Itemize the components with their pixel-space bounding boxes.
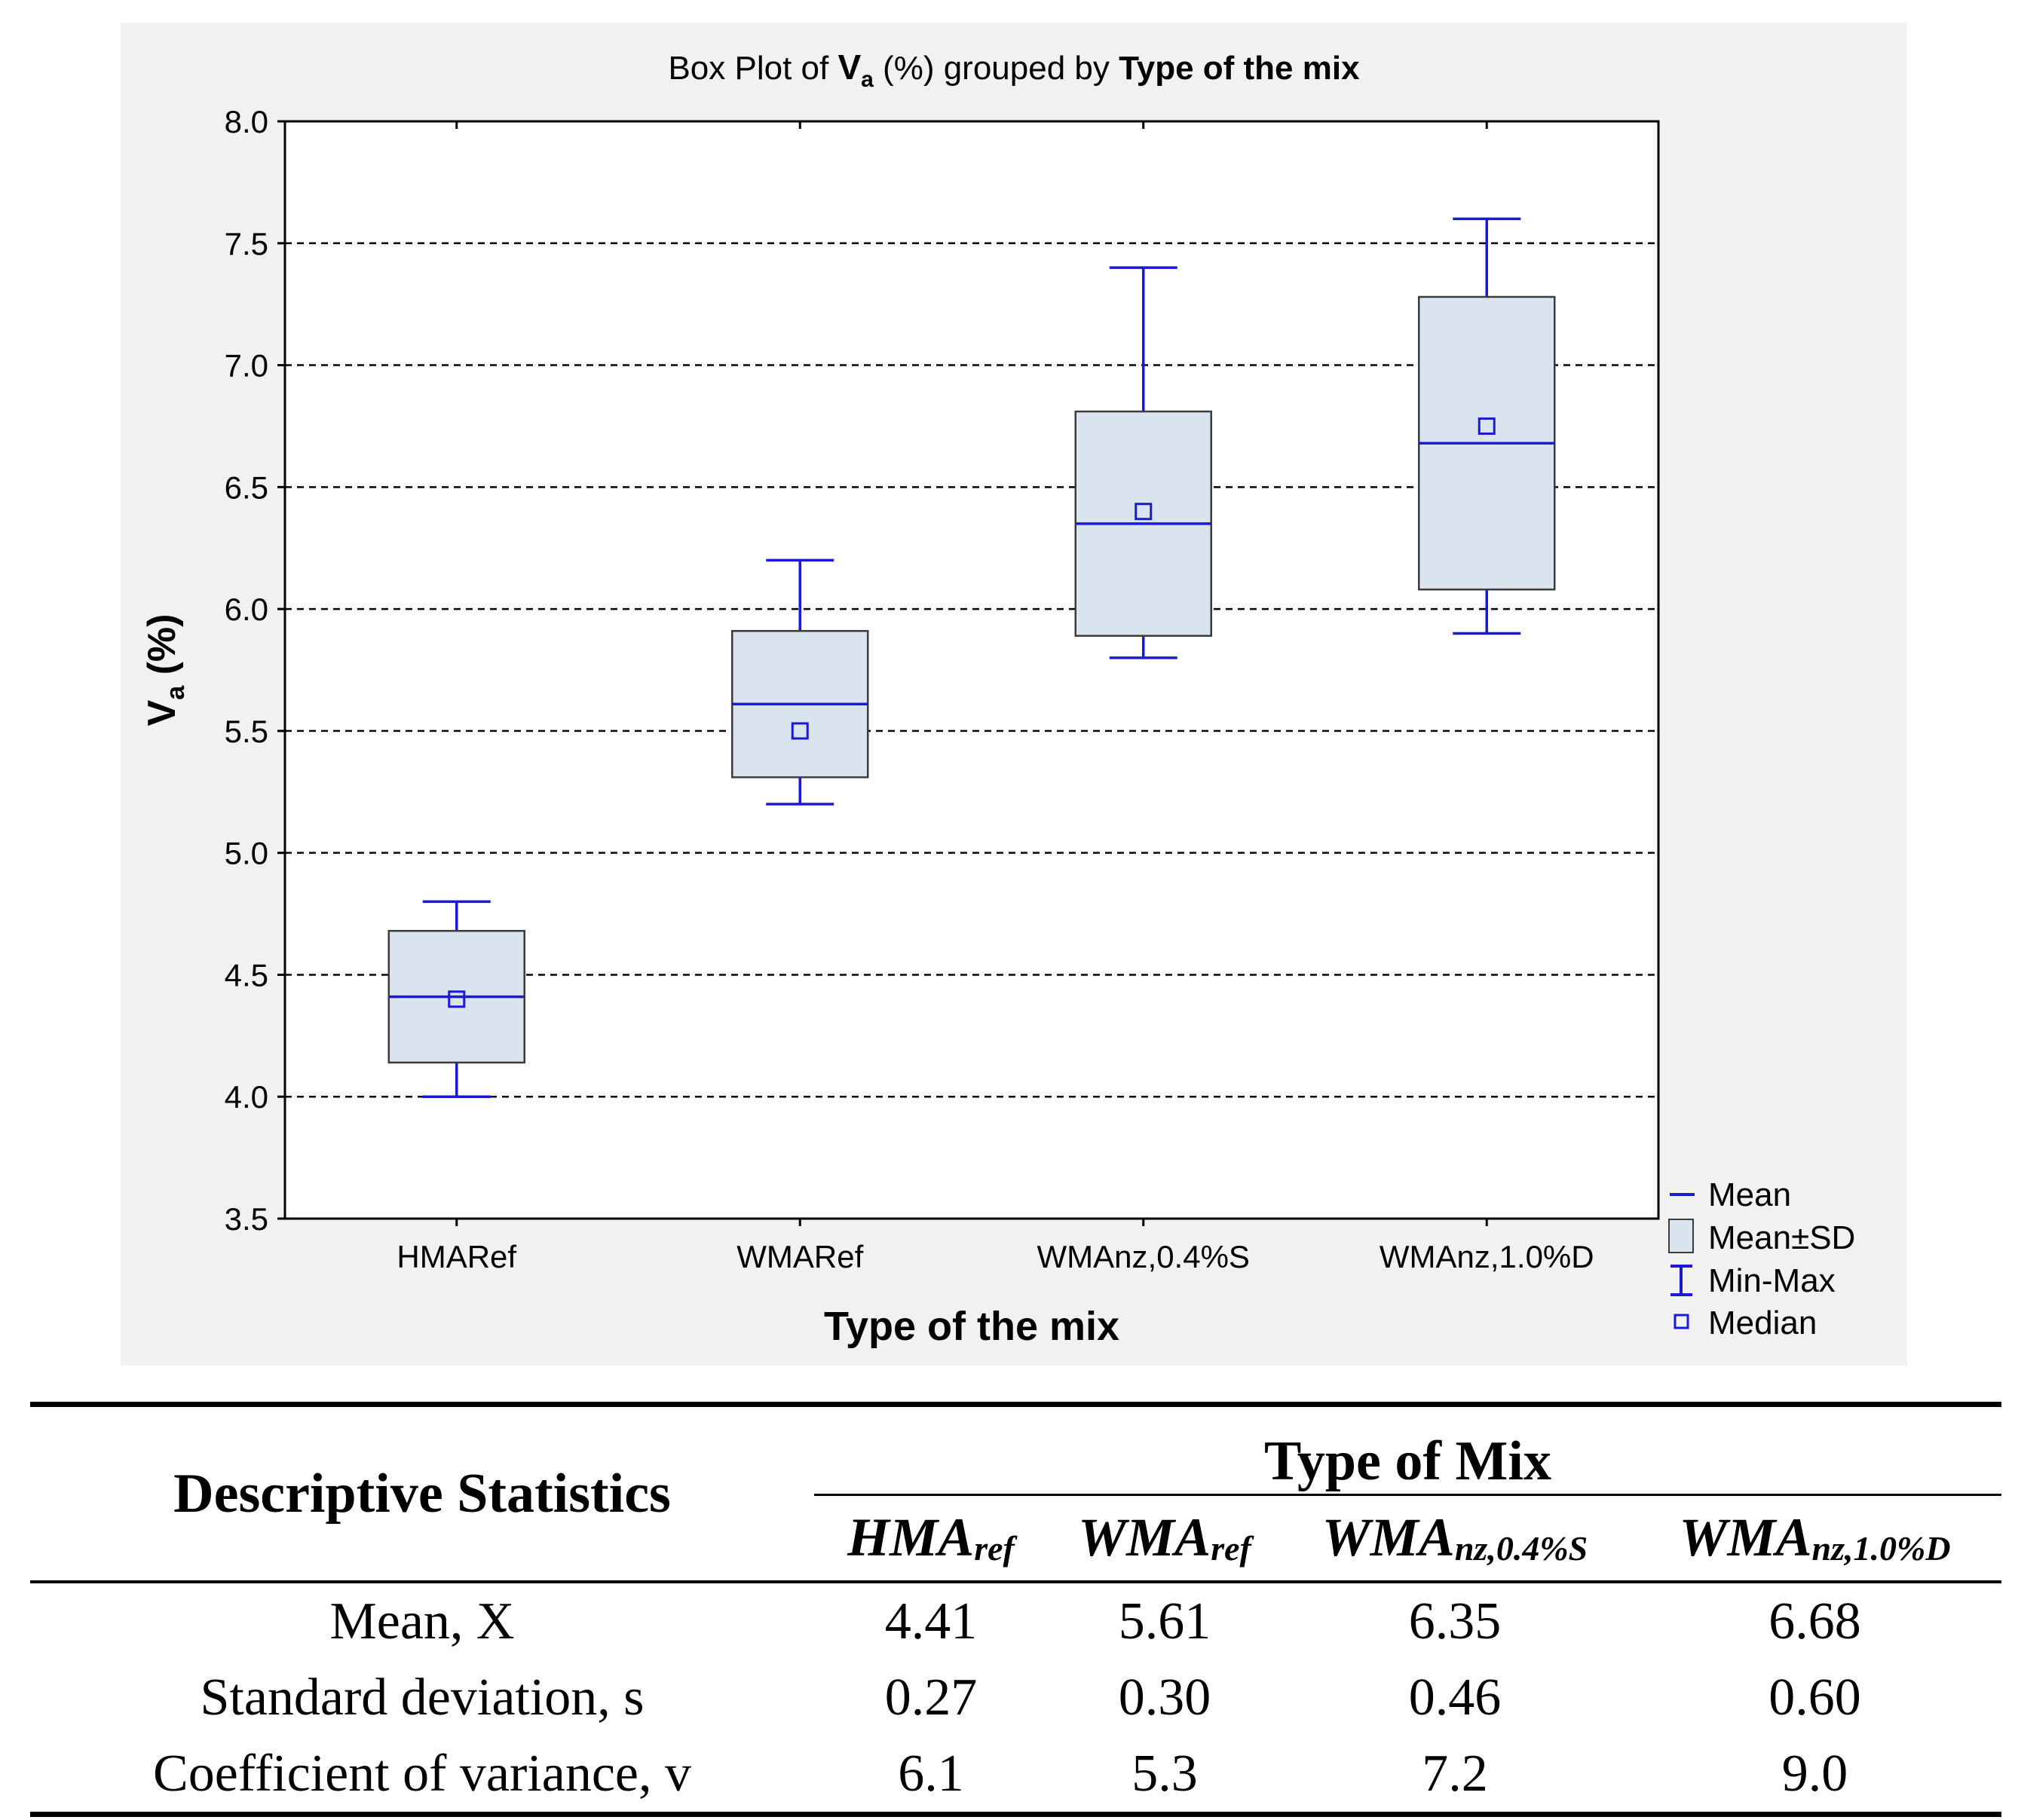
box-group (387, 900, 525, 1098)
x-axis-ticks: HMARef WMARef WMAnz,0.4%S WMAnz,1.0%D (397, 121, 1594, 1274)
table-cell: 0.60 (1768, 1668, 1861, 1727)
y-tick-label: 4.0 (225, 1079, 268, 1115)
median-marker (1478, 417, 1496, 435)
chart-title: Box Plot of Va (%) grouped by Type of th… (668, 47, 1360, 92)
table-cell: 6.68 (1628, 1580, 2001, 1659)
table-cell: 0.46 (1408, 1668, 1502, 1727)
box-group (1074, 266, 1212, 659)
legend-minmax-label: Min-Max (1708, 1262, 1836, 1299)
column-header-main: WMA (1321, 1507, 1455, 1568)
column-header-sub: nz,1.0%D (1811, 1529, 1951, 1568)
median-marker (448, 990, 466, 1008)
table-cell: 9.0 (1628, 1736, 2001, 1817)
legend-median-swatch (1674, 1314, 1689, 1329)
legend-median-label: Median (1708, 1305, 1817, 1341)
table-cell: 0.27 (884, 1668, 978, 1727)
y-tick-label: 4.5 (225, 957, 268, 993)
x-tick-label: HMARef (397, 1239, 516, 1274)
box-group (731, 558, 869, 806)
column-header-main: WMA (1078, 1507, 1211, 1568)
column-header-main: WMA (1679, 1507, 1812, 1568)
legend-sd-label: Mean±SD (1708, 1219, 1855, 1256)
x-tick-label: WMAnz,0.4%S (1037, 1239, 1250, 1274)
column-header-sub: ref (1211, 1529, 1251, 1568)
table-cell: 0.30 (1118, 1668, 1211, 1727)
x-tick-label: WMARef (736, 1239, 863, 1274)
group-header: Type of Mix (814, 1402, 2001, 1495)
row-label: Mean, X (30, 1580, 814, 1659)
y-tick-label: 6.0 (225, 592, 268, 627)
x-tick-label: WMAnz,1.0%D (1380, 1239, 1594, 1274)
box-plot-chart: Box Plot of Va (%) grouped by Type of th… (121, 23, 1907, 1366)
legend-mean-label: Mean (1708, 1176, 1791, 1213)
y-axis-label: Va (%) (140, 614, 190, 726)
column-header-main: HMA (847, 1507, 975, 1568)
y-tick-label: 5.0 (225, 836, 268, 871)
table-row: Standard deviation, s 0.27 0.30 0.46 0.6… (30, 1659, 2001, 1736)
legend-sd-swatch (1668, 1219, 1694, 1253)
column-header: WMAref (1048, 1493, 1282, 1582)
median-marker (791, 722, 809, 740)
chart-legend: Mean Mean±SD Min-Max Median (1668, 1176, 1855, 1341)
stub-header: Descriptive Statistics (30, 1402, 814, 1582)
legend-minmax-swatch (1670, 1265, 1692, 1296)
y-tick-label: 3.5 (225, 1201, 268, 1237)
table-cell: 5.61 (1048, 1580, 1282, 1659)
box-series (387, 217, 1556, 1098)
y-tick-label: 7.5 (225, 226, 268, 262)
row-label: Standard deviation, s (200, 1668, 645, 1727)
y-tick-label: 8.0 (225, 104, 268, 139)
table-row: Coefficient of variance, v 6.1 5.3 7.2 9… (30, 1736, 2001, 1817)
table-cell: 5.3 (1048, 1736, 1282, 1817)
table-cell: 6.1 (814, 1736, 1048, 1817)
column-header-sub: nz,0.4%S (1454, 1529, 1588, 1568)
column-header: WMAnz,0.4%S (1282, 1493, 1628, 1582)
y-tick-label: 7.0 (225, 348, 268, 384)
descriptive-statistics-table: Descriptive Statistics Type of Mix HMAre… (30, 1402, 2001, 1817)
table-cell: 4.41 (814, 1580, 1048, 1659)
column-header-sub: ref (974, 1529, 1015, 1568)
column-header: WMAnz,1.0%D (1628, 1493, 2001, 1582)
y-axis-ticks: 3.5 4.0 4.5 5.0 5.5 6.0 6.5 7.0 7.5 8.0 (225, 104, 285, 1237)
box-group (1418, 217, 1556, 635)
y-tick-label: 5.5 (225, 714, 268, 749)
table-row: Mean, X 4.41 5.61 6.35 6.68 (30, 1580, 2001, 1659)
median-marker (1135, 503, 1153, 521)
row-label: Coefficient of variance, v (30, 1736, 814, 1817)
y-tick-label: 6.5 (225, 470, 268, 505)
table-cell: 6.35 (1282, 1580, 1628, 1659)
x-axis-label: Type of the mix (824, 1304, 1119, 1349)
group-header-text: Type of Mix (1264, 1430, 1551, 1492)
column-header: HMAref (814, 1493, 1048, 1582)
table-cell: 7.2 (1282, 1736, 1628, 1817)
